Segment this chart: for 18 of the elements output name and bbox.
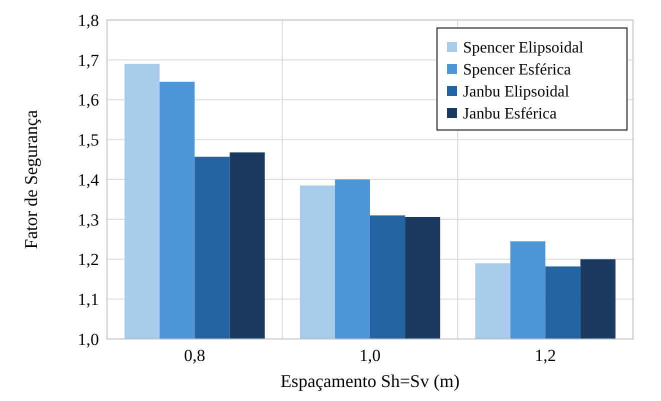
y-tick-label: 1,6 bbox=[78, 90, 99, 110]
y-tick-label: 1,3 bbox=[78, 210, 99, 230]
x-tick-label: 1,0 bbox=[359, 346, 381, 365]
y-tick-label: 1,1 bbox=[78, 290, 99, 310]
x-tick-label: 0,8 bbox=[184, 346, 206, 365]
x-axis-title: Espaçamento Sh=Sv (m) bbox=[280, 371, 460, 391]
legend-label: Spencer Elipsoidal bbox=[463, 40, 584, 57]
y-tick-label: 1,2 bbox=[78, 250, 99, 270]
legend-label: Spencer Esférica bbox=[463, 62, 571, 79]
y-tick-label: 1,8 bbox=[78, 10, 99, 30]
y-axis-title: Fator de Segurança bbox=[21, 110, 41, 249]
legend-label: Janbu Elipsoidal bbox=[463, 84, 570, 101]
y-tick-label: 1,0 bbox=[78, 330, 99, 349]
x-tick-label: 1,2 bbox=[534, 346, 556, 365]
y-tick-label: 1,4 bbox=[78, 170, 100, 190]
y-tick-label: 1,5 bbox=[78, 130, 99, 150]
legend-label: Janbu Esférica bbox=[463, 106, 557, 123]
y-tick-label: 1,7 bbox=[78, 50, 100, 70]
